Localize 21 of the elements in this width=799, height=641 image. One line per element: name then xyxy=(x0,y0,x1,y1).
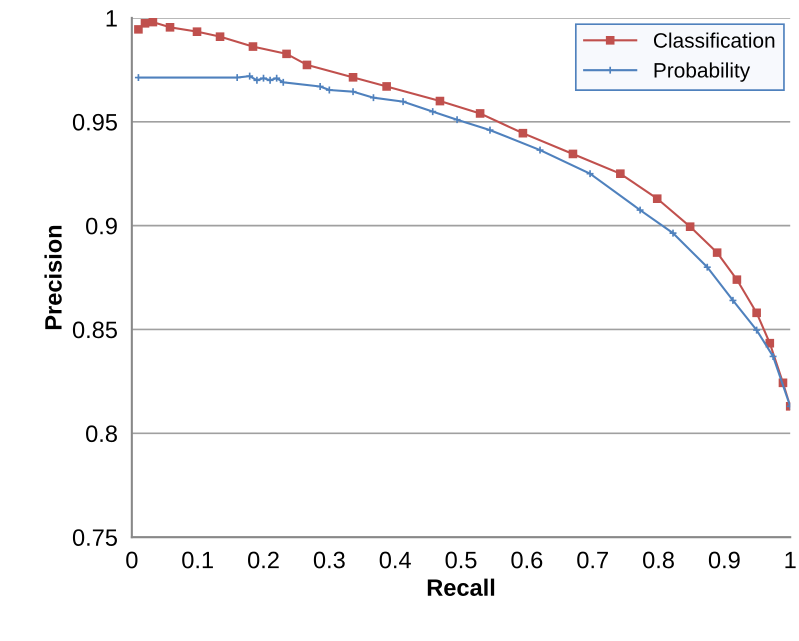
y-tick-label: 0.85 xyxy=(72,322,117,338)
y-tick-label: 0.8 xyxy=(86,425,117,442)
y-tick-label: 0.95 xyxy=(72,114,117,131)
x-tick-label: 0.9 xyxy=(708,552,740,568)
y-tick-label: 0.9 xyxy=(86,218,117,234)
x-tick-label: 0.7 xyxy=(577,552,608,568)
x-tick-label: 0.5 xyxy=(446,552,476,568)
x-tick-label: 0.2 xyxy=(248,552,279,568)
y-tick-label: 0.75 xyxy=(72,529,117,546)
legend-label: Probability xyxy=(654,62,750,82)
y-axis-title: Precision xyxy=(44,226,62,330)
y-tick-label: 1 xyxy=(106,10,117,27)
x-tick-label: 0.3 xyxy=(314,552,345,568)
x-tick-label: 0.6 xyxy=(511,552,542,568)
x-tick-label: 1 xyxy=(785,552,796,568)
x-tick-label: 0.1 xyxy=(182,552,213,568)
x-tick-label: 0.4 xyxy=(380,552,411,568)
x-tick-label: 0.8 xyxy=(643,552,674,568)
x-axis-title: Recall xyxy=(428,578,494,596)
x-tick-label: 0 xyxy=(126,552,138,568)
legend-label: Classification xyxy=(654,32,774,48)
